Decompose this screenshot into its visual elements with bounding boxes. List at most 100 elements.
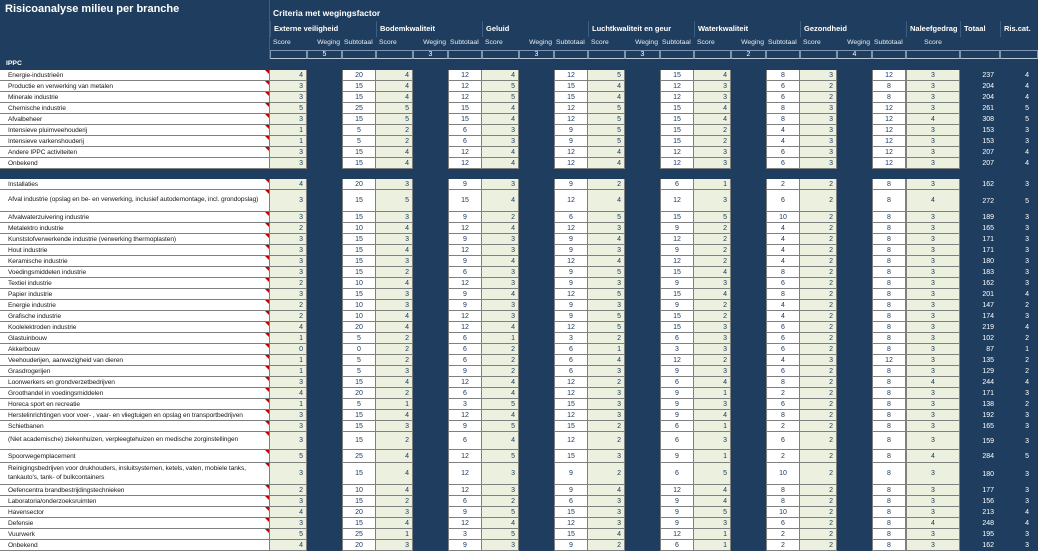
subtotaal-cell[interactable]: 12	[448, 223, 482, 234]
subtotaal-cell[interactable]: 5	[342, 355, 376, 366]
subtotaal-cell[interactable]: 9	[448, 540, 482, 551]
subtotaal-cell[interactable]: 6	[660, 432, 694, 450]
score-cell[interactable]: 2	[270, 485, 307, 496]
naleefgedrag-cell[interactable]: 3	[906, 267, 960, 278]
score-cell[interactable]: 2	[800, 300, 837, 311]
score-cell[interactable]: 4	[376, 485, 413, 496]
subtotaal-cell[interactable]: 8	[872, 540, 906, 551]
subtotaal-cell[interactable]: 12	[872, 136, 906, 147]
score-cell[interactable]: 2	[800, 223, 837, 234]
subtotaal-cell[interactable]: 9	[554, 540, 588, 551]
score-cell[interactable]: 2	[694, 355, 731, 366]
score-cell[interactable]: 3	[270, 518, 307, 529]
subtotaal-cell[interactable]: 8	[872, 421, 906, 432]
riscat-cell[interactable]: 5	[1000, 114, 1038, 125]
totaal-cell[interactable]: 162	[960, 540, 1000, 551]
score-cell[interactable]: 2	[588, 540, 625, 551]
row-label[interactable]: Afvalbeheer	[0, 114, 270, 125]
score-cell[interactable]: 2	[376, 267, 413, 278]
naleefgedrag-cell[interactable]: 3	[906, 366, 960, 377]
subtotaal-cell[interactable]: 15	[554, 450, 588, 463]
score-cell[interactable]: 3	[270, 289, 307, 300]
totaal-cell[interactable]: 87	[960, 344, 1000, 355]
riscat-cell[interactable]: 4	[1000, 518, 1038, 529]
score-cell[interactable]: 3	[588, 518, 625, 529]
score-sublabel-3[interactable]: Score	[591, 39, 609, 46]
subtotaal-cell[interactable]: 8	[872, 245, 906, 256]
score-cell[interactable]: 4	[482, 223, 519, 234]
score-cell[interactable]: 4	[588, 158, 625, 169]
subtotaal-cell[interactable]: 12	[660, 529, 694, 540]
totaal-cell[interactable]: 171	[960, 388, 1000, 399]
row-label[interactable]: Loonwerkers en grondverzetbedrijven	[0, 377, 270, 388]
subtotaal-cell[interactable]: 8	[872, 92, 906, 103]
score-cell[interactable]: 3	[588, 278, 625, 289]
subtotaal-cell[interactable]: 12	[554, 147, 588, 158]
score-cell[interactable]: 4	[270, 388, 307, 399]
subtotaal-cell[interactable]: 4	[766, 223, 800, 234]
row-label[interactable]: Onbekend	[0, 158, 270, 169]
totaal-cell[interactable]: 219	[960, 322, 1000, 333]
row-label[interactable]: Veehouderijen, aanwezigheid van dieren	[0, 355, 270, 366]
totaal-cell[interactable]: 201	[960, 289, 1000, 300]
score-cell[interactable]: 4	[376, 278, 413, 289]
totaal-cell[interactable]: 153	[960, 136, 1000, 147]
subtotaal-cell[interactable]: 12	[872, 355, 906, 366]
score-cell[interactable]: 5	[270, 450, 307, 463]
subtotaal-cell[interactable]: 20	[342, 322, 376, 333]
score-cell[interactable]: 4	[376, 223, 413, 234]
subtotaal-cell[interactable]: 8	[872, 311, 906, 322]
subtotaal-cell[interactable]: 12	[554, 410, 588, 421]
totaal-cell[interactable]: 237	[960, 70, 1000, 81]
subtotaal-cell[interactable]: 25	[342, 450, 376, 463]
score-cell[interactable]: 2	[694, 223, 731, 234]
naleefgedrag-score-sublabel[interactable]: Score	[924, 39, 942, 46]
score-cell[interactable]: 4	[376, 81, 413, 92]
score-cell[interactable]: 2	[588, 333, 625, 344]
subtotaal-cell[interactable]: 8	[872, 377, 906, 388]
riscat-cell[interactable]: 2	[1000, 355, 1038, 366]
naleefgedrag-header[interactable]: Naleefgedrag	[906, 21, 960, 37]
score-cell[interactable]: 2	[800, 377, 837, 388]
score-cell[interactable]: 5	[588, 70, 625, 81]
subtotaal-cell[interactable]: 6	[766, 158, 800, 169]
subtotaal-cell[interactable]: 8	[872, 518, 906, 529]
score-cell[interactable]: 0	[270, 344, 307, 355]
score-cell[interactable]: 1	[270, 355, 307, 366]
score-cell[interactable]: 3	[482, 245, 519, 256]
row-label[interactable]: Minerale industrie	[0, 92, 270, 103]
score-cell[interactable]: 5	[588, 103, 625, 114]
subtotaal-cell[interactable]: 12	[448, 158, 482, 169]
riscat-cell[interactable]: 3	[1000, 256, 1038, 267]
score-cell[interactable]: 3	[694, 399, 731, 410]
score-cell[interactable]: 3	[694, 278, 731, 289]
subtotaal-cell[interactable]: 6	[660, 540, 694, 551]
subtotaal-cell[interactable]: 3	[554, 333, 588, 344]
subtotaal-cell[interactable]: 6	[766, 322, 800, 333]
subtotaal-cell[interactable]: 12	[448, 147, 482, 158]
score-cell[interactable]: 5	[270, 103, 307, 114]
totaal-cell[interactable]: 153	[960, 125, 1000, 136]
score-cell[interactable]: 4	[482, 410, 519, 421]
subtotaal-cell[interactable]: 9	[660, 450, 694, 463]
subtotaal-cell[interactable]: 6	[660, 421, 694, 432]
score-cell[interactable]: 2	[800, 507, 837, 518]
subtotaal-cell[interactable]: 15	[554, 399, 588, 410]
score-cell[interactable]: 2	[482, 366, 519, 377]
row-label[interactable]: Papier industrie	[0, 289, 270, 300]
score-cell[interactable]: 3	[694, 518, 731, 529]
subtotaal-cell[interactable]: 15	[342, 432, 376, 450]
score-cell[interactable]: 2	[800, 463, 837, 485]
subtotaal-cell[interactable]: 15	[660, 114, 694, 125]
row-label[interactable]: Akkerbouw	[0, 344, 270, 355]
subtotaal-cell[interactable]: 6	[554, 212, 588, 223]
subtotaal-cell[interactable]: 10	[342, 223, 376, 234]
score-cell[interactable]: 2	[376, 355, 413, 366]
score-cell[interactable]: 2	[376, 136, 413, 147]
score-cell[interactable]: 3	[482, 485, 519, 496]
score-cell[interactable]: 2	[588, 377, 625, 388]
subtotaal-cell[interactable]: 12	[448, 70, 482, 81]
score-cell[interactable]: 3	[270, 190, 307, 212]
score-cell[interactable]: 4	[694, 289, 731, 300]
row-label[interactable]: Grasdrogerijen	[0, 366, 270, 377]
